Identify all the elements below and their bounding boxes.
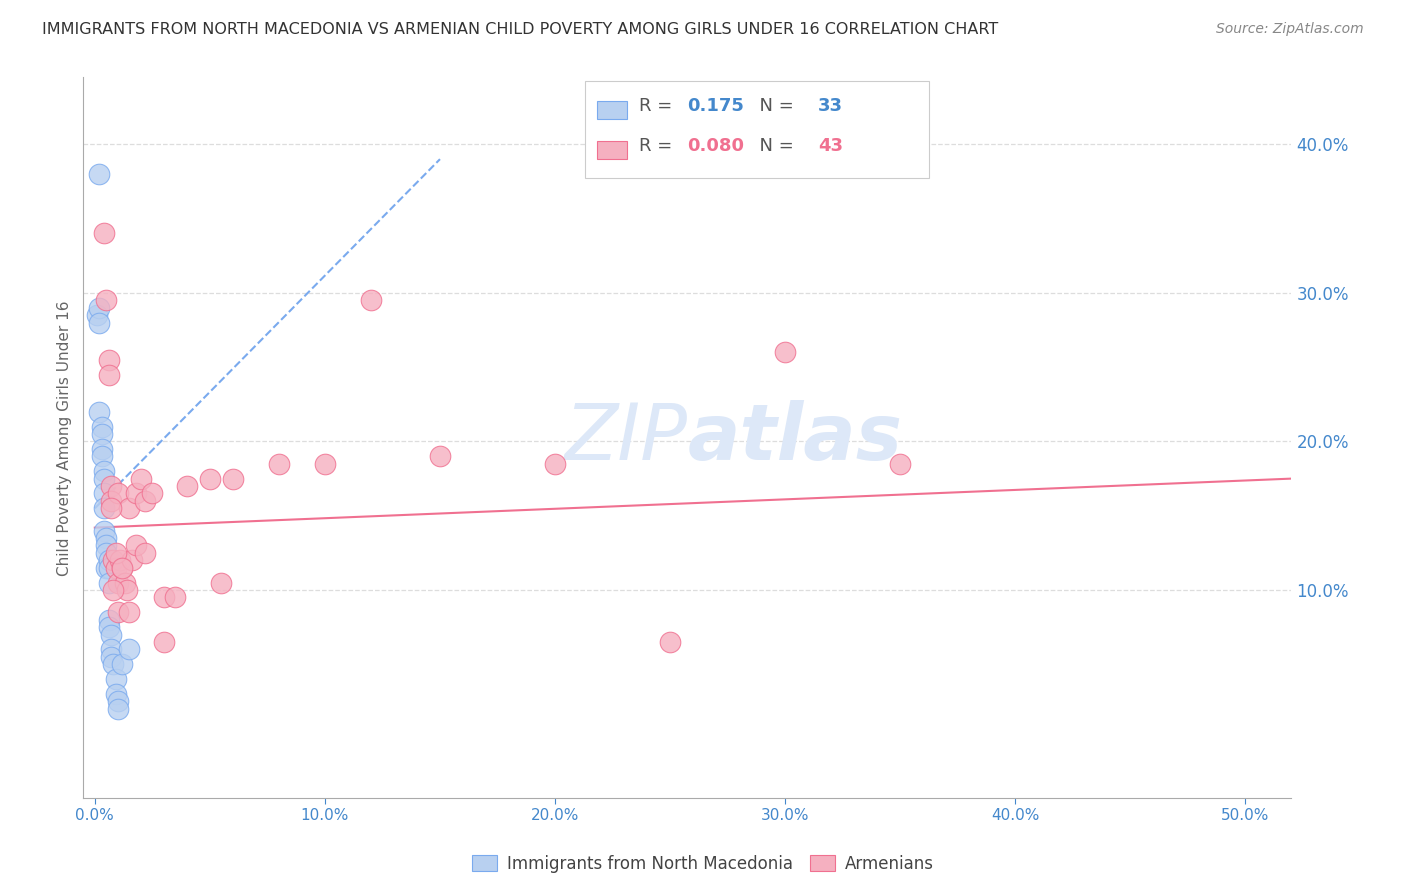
FancyBboxPatch shape — [596, 101, 627, 120]
Point — [96, 531, 118, 545]
Point — [209, 575, 232, 590]
Point — [176, 479, 198, 493]
Text: Source: ZipAtlas.com: Source: ZipAtlas.com — [1216, 22, 1364, 37]
Point — [360, 293, 382, 308]
Point — [222, 472, 245, 486]
Point — [104, 687, 127, 701]
Point — [103, 553, 125, 567]
Text: N =: N = — [748, 97, 799, 115]
Text: 0.080: 0.080 — [688, 136, 744, 155]
Point — [89, 301, 111, 315]
Point — [153, 635, 176, 649]
Point — [107, 702, 129, 716]
Point — [107, 486, 129, 500]
Point — [134, 546, 156, 560]
Point — [125, 539, 148, 553]
Point — [118, 605, 141, 619]
Point — [96, 546, 118, 560]
Point — [93, 472, 115, 486]
Point — [90, 419, 112, 434]
Point — [100, 649, 122, 664]
Point — [97, 561, 120, 575]
Text: N =: N = — [748, 136, 799, 155]
Point — [107, 575, 129, 590]
Point — [111, 657, 134, 672]
Legend: Immigrants from North Macedonia, Armenians: Immigrants from North Macedonia, Armenia… — [465, 848, 941, 880]
Point — [100, 494, 122, 508]
Point — [104, 546, 127, 560]
Point — [100, 627, 122, 641]
Text: 0.175: 0.175 — [688, 97, 744, 115]
Point — [100, 642, 122, 657]
Text: R =: R = — [640, 136, 678, 155]
Point — [90, 450, 112, 464]
Point — [93, 486, 115, 500]
Point — [889, 457, 911, 471]
Text: atlas: atlas — [688, 400, 903, 475]
Point — [104, 672, 127, 686]
Point — [659, 635, 682, 649]
Point — [129, 472, 152, 486]
Point — [97, 352, 120, 367]
Point — [96, 539, 118, 553]
Point — [93, 524, 115, 538]
Point — [93, 227, 115, 241]
Point — [96, 293, 118, 308]
Point — [314, 457, 336, 471]
Point — [97, 553, 120, 567]
Point — [153, 591, 176, 605]
Point — [267, 457, 290, 471]
Point — [93, 501, 115, 516]
Point — [86, 308, 108, 322]
Text: IMMIGRANTS FROM NORTH MACEDONIA VS ARMENIAN CHILD POVERTY AMONG GIRLS UNDER 16 C: IMMIGRANTS FROM NORTH MACEDONIA VS ARMEN… — [42, 22, 998, 37]
Point — [773, 345, 796, 359]
Point — [198, 472, 221, 486]
Point — [97, 575, 120, 590]
Point — [544, 457, 567, 471]
Point — [103, 657, 125, 672]
Point — [90, 427, 112, 442]
Point — [93, 464, 115, 478]
Point — [141, 486, 163, 500]
Text: ZIP: ZIP — [564, 400, 688, 475]
Point — [165, 591, 187, 605]
Point — [90, 442, 112, 456]
Point — [121, 553, 143, 567]
Text: 33: 33 — [818, 97, 842, 115]
Point — [89, 167, 111, 181]
Point — [89, 316, 111, 330]
Point — [97, 613, 120, 627]
Point — [103, 582, 125, 597]
Point — [134, 494, 156, 508]
Point — [108, 553, 131, 567]
Point — [118, 501, 141, 516]
Text: R =: R = — [640, 97, 678, 115]
Text: 43: 43 — [818, 136, 842, 155]
Point — [114, 575, 136, 590]
FancyBboxPatch shape — [585, 81, 929, 178]
Point — [107, 605, 129, 619]
Y-axis label: Child Poverty Among Girls Under 16: Child Poverty Among Girls Under 16 — [58, 300, 72, 575]
Point — [100, 479, 122, 493]
Point — [115, 582, 138, 597]
Point — [96, 561, 118, 575]
Point — [125, 486, 148, 500]
Point — [111, 561, 134, 575]
Point — [429, 450, 451, 464]
Point — [107, 694, 129, 708]
Point — [118, 642, 141, 657]
Point — [104, 561, 127, 575]
Point — [89, 405, 111, 419]
Point — [97, 368, 120, 382]
Point — [100, 501, 122, 516]
Point — [111, 561, 134, 575]
Point — [97, 620, 120, 634]
FancyBboxPatch shape — [596, 141, 627, 159]
